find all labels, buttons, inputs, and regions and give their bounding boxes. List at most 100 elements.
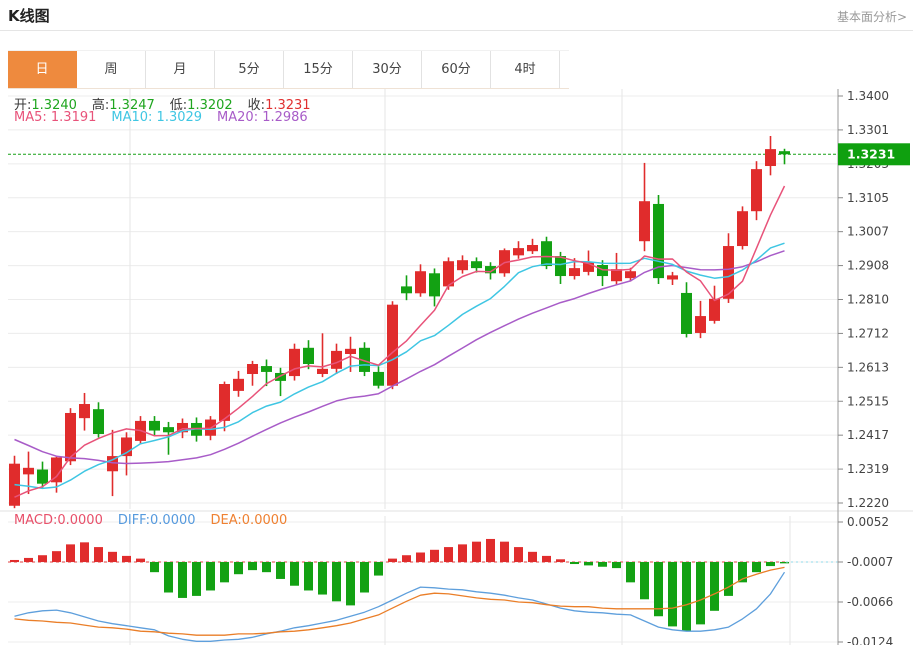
svg-text:1.2417: 1.2417 [847, 428, 889, 442]
candle [415, 264, 426, 297]
candle [695, 300, 706, 339]
svg-text:1.3105: 1.3105 [847, 191, 889, 205]
ma20-line [14, 250, 785, 465]
svg-text:1.2712: 1.2712 [847, 326, 889, 340]
tab-5分[interactable]: 5分 [215, 51, 284, 88]
candle [149, 416, 160, 436]
svg-text:-0.0007: -0.0007 [847, 555, 893, 569]
high-value: 1.3247 [109, 98, 155, 113]
candle [667, 271, 678, 286]
svg-text:1.3231: 1.3231 [847, 146, 895, 161]
chart-area: 1.34001.33011.32031.31051.30071.29081.28… [0, 89, 913, 645]
close-value: 1.3231 [265, 98, 311, 113]
candle [779, 148, 790, 165]
candle [219, 381, 230, 432]
current-price-badge: 1.3231 [838, 143, 910, 166]
tab-15分[interactable]: 15分 [284, 51, 353, 88]
candle [9, 455, 20, 509]
svg-text:1.2220: 1.2220 [847, 496, 889, 510]
open-value: 1.3240 [31, 98, 77, 113]
dea-line [14, 566, 785, 636]
candle [163, 421, 174, 455]
svg-text:1.2515: 1.2515 [847, 394, 889, 408]
svg-text:1.2810: 1.2810 [847, 293, 889, 307]
macd-readout: MACD:0.0000 DIFF:0.0000 DEA:0.0000 [14, 513, 287, 528]
candle [443, 257, 454, 290]
kline-macd-chart[interactable]: 1.34001.33011.32031.31051.30071.29081.28… [0, 89, 913, 645]
high-label: 高: [91, 98, 110, 113]
candle [681, 282, 692, 338]
period-tabbar: 日周月 5分 15分 30分 60分 4时 [8, 50, 569, 89]
candle [401, 275, 412, 301]
candle [737, 206, 748, 250]
candle [247, 360, 258, 386]
tab-4时[interactable]: 4时 [491, 51, 560, 88]
macd-value: MACD:0.0000 [14, 513, 103, 528]
candle [233, 370, 244, 397]
candle [527, 238, 538, 254]
candle [513, 241, 524, 259]
low-value: 1.3202 [187, 98, 233, 113]
ma5-line [14, 185, 786, 498]
diff-value: DIFF:0.0000 [117, 513, 196, 528]
candle [387, 301, 398, 390]
svg-text:1.3400: 1.3400 [847, 89, 889, 103]
candle [485, 262, 496, 280]
svg-text:-0.0066: -0.0066 [847, 595, 893, 609]
candle [597, 260, 608, 287]
candle [471, 257, 482, 273]
close-label: 收: [247, 98, 266, 113]
candle [65, 408, 76, 466]
ma20-readout: MA20: 1.2986 [217, 110, 308, 125]
candle [23, 451, 34, 495]
ma5-readout: MA5: 1.3191 [14, 110, 97, 125]
ohlc-readout: 开:1.3240 高:1.3247 低:1.3202 收:1.3231 [14, 94, 311, 113]
candle [709, 285, 720, 324]
candle [429, 268, 440, 307]
svg-text:0.0052: 0.0052 [847, 515, 889, 529]
candle [79, 392, 90, 431]
candle [457, 255, 468, 274]
candle [653, 194, 664, 284]
tab-月[interactable]: 月 [146, 51, 215, 88]
svg-text:1.3301: 1.3301 [847, 123, 889, 137]
macd-axis-labels: 0.0052 -0.0007 -0.0066 -0.0124 [838, 515, 893, 645]
candle [317, 333, 328, 378]
ma-readout: MA5: 1.3191 MA10: 1.3029 MA20: 1.2986 [14, 110, 308, 125]
tab-60分[interactable]: 60分 [422, 51, 491, 88]
ma10-line [14, 242, 785, 490]
candle [121, 432, 132, 476]
page-title: K线图 [8, 7, 50, 25]
candle [373, 366, 384, 389]
low-label: 低: [169, 98, 188, 113]
svg-text:1.2908: 1.2908 [847, 259, 889, 273]
candle [359, 342, 370, 377]
open-label: 开: [14, 98, 32, 113]
header: K线图 基本面分析> [0, 0, 913, 31]
tab-周[interactable]: 周 [77, 51, 146, 88]
candle [751, 161, 762, 221]
macd-histogram [10, 538, 789, 632]
candle [611, 252, 622, 286]
candle [723, 233, 734, 303]
diff-line [14, 571, 786, 642]
svg-text:1.2319: 1.2319 [847, 462, 889, 476]
svg-text:-0.0124: -0.0124 [847, 635, 893, 645]
candle [93, 402, 104, 438]
candle [639, 162, 650, 252]
candle [303, 340, 314, 370]
ma10-readout: MA10: 1.3029 [111, 110, 203, 125]
tab-30分[interactable]: 30分 [353, 51, 422, 88]
fundamental-analysis-link[interactable]: 基本面分析> [836, 10, 907, 24]
candle [331, 343, 342, 375]
candle [289, 343, 300, 381]
candle [275, 367, 286, 397]
dea-value: DEA:0.0000 [210, 513, 288, 528]
price-axis-labels: 1.34001.33011.32031.31051.30071.29081.28… [838, 89, 889, 510]
tab-日[interactable]: 日 [8, 51, 77, 88]
svg-text:1.2613: 1.2613 [847, 360, 889, 374]
svg-text:1.3007: 1.3007 [847, 225, 889, 239]
candle [37, 461, 48, 488]
candle [261, 359, 272, 387]
candle [765, 136, 776, 176]
